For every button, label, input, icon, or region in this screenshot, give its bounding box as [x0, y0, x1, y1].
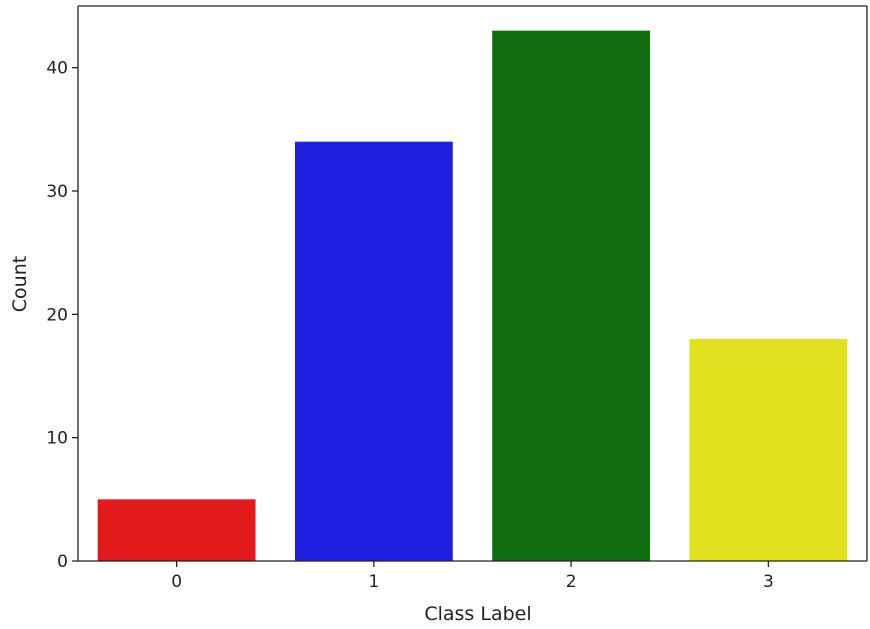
y-tick-label: 0	[57, 552, 68, 572]
y-tick-label: 30	[46, 182, 68, 202]
bar-class-1	[294, 141, 453, 562]
y-tick-label: 20	[46, 305, 68, 325]
x-tick-label: 1	[368, 572, 379, 592]
x-axis-title: Class Label	[424, 603, 531, 625]
y-tick-label: 40	[46, 59, 68, 79]
bar-class-2	[492, 30, 651, 562]
bar-class-0	[97, 499, 256, 561]
axes-layer: 0 10 20 30 40 0 1 2 3	[46, 5, 868, 592]
x-tick-label: 2	[566, 572, 577, 592]
bars-layer	[97, 30, 848, 562]
y-axis-title: Count	[9, 256, 31, 312]
x-tick-label: 0	[171, 572, 182, 592]
x-tick-label: 3	[763, 572, 774, 592]
bar-class-3	[689, 339, 848, 561]
y-tick-label: 10	[46, 429, 68, 449]
